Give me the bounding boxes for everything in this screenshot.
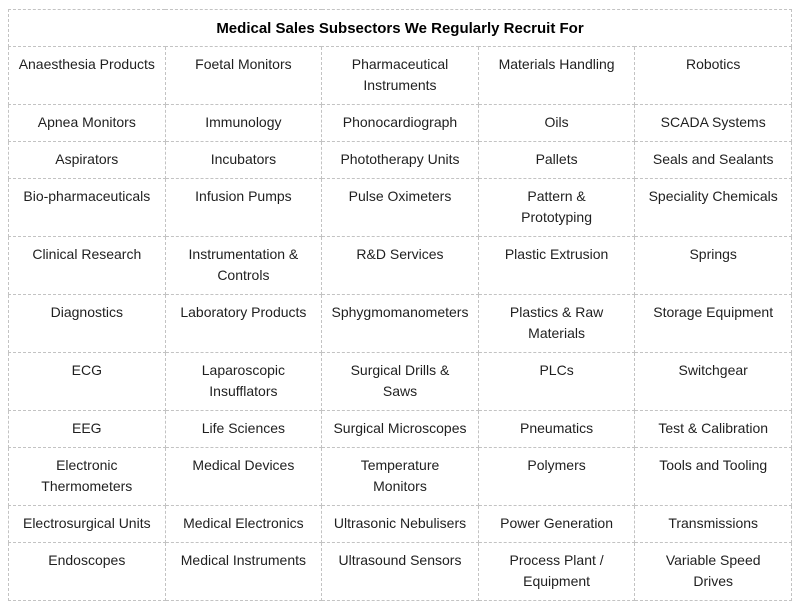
table-cell: PLCs xyxy=(477,352,636,411)
table-cell: Laparoscopic Insufflators xyxy=(164,352,323,411)
table-cell: Incubators xyxy=(164,141,323,179)
table-cell: Surgical Microscopes xyxy=(321,410,479,448)
table-cell: Electronic Thermometers xyxy=(8,447,166,506)
table-cell: Polymers xyxy=(477,447,636,506)
table-row: Electronic Thermometers Medical Devices Te… xyxy=(8,447,792,506)
table-cell: Aspirators xyxy=(8,141,166,179)
table-cell: Pharmaceutical Instruments xyxy=(321,46,479,105)
table-row: Anaesthesia Products Foetal Monitors Pharm… xyxy=(8,46,792,105)
table-cell: Infusion Pumps xyxy=(164,178,323,237)
table-row: Clinical Research Instrumentation & Contr… xyxy=(8,236,792,295)
table-cell: Pallets xyxy=(477,141,636,179)
table-cell: Tools and Tooling xyxy=(634,447,792,506)
table-cell: Bio-pharmaceuticals xyxy=(8,178,166,237)
table-cell: ECG xyxy=(8,352,166,411)
table-cell: Springs xyxy=(634,236,792,295)
table-cell: Sphygmomanometers xyxy=(321,294,479,353)
table-cell: Plastics & Raw Materials xyxy=(477,294,636,353)
table-cell: Anaesthesia Products xyxy=(8,46,166,105)
table-cell: Test & Calibration xyxy=(634,410,792,448)
table-cell: Medical Instruments xyxy=(164,542,323,601)
table-cell: Speciality Chemicals xyxy=(634,178,792,237)
table-cell: Foetal Monitors xyxy=(164,46,323,105)
table-cell: Ultrasonic Nebulisers xyxy=(321,505,479,543)
table-row: EEG Life Sciences Surgical Microscopes Pneu… xyxy=(8,410,792,448)
subsectors-table-header: Medical Sales Subsectors We Regularly Re… xyxy=(8,9,792,47)
table-cell: Process Plant / Equipment xyxy=(477,542,636,601)
table-cell: Laboratory Products xyxy=(164,294,323,353)
table-row: Endoscopes Medical Instruments Ultrasound … xyxy=(8,542,792,601)
title-row: Medical Sales Subsectors We Regularly Re… xyxy=(8,9,792,47)
table-cell: Pattern & Prototyping xyxy=(477,178,636,237)
table-cell: Apnea Monitors xyxy=(8,104,166,142)
table-cell: Life Sciences xyxy=(164,410,323,448)
table-cell: Plastic Extrusion xyxy=(477,236,636,295)
table-cell: Surgical Drills & Saws xyxy=(321,352,479,411)
table-cell: Medical Devices xyxy=(164,447,323,506)
table-cell: EEG xyxy=(8,410,166,448)
table-row: Aspirators Incubators Phototherapy Units Pa… xyxy=(8,141,792,179)
table-cell: Robotics xyxy=(634,46,792,105)
table-cell: R&D Services xyxy=(321,236,479,295)
table-cell: Oils xyxy=(477,104,636,142)
table-cell: Phototherapy Units xyxy=(321,141,479,179)
table-cell: Storage Equipment xyxy=(634,294,792,353)
table-row: Diagnostics Laboratory Products Sphygmoman… xyxy=(8,294,792,353)
table-cell: Immunology xyxy=(164,104,323,142)
table-cell: Variable Speed Drives xyxy=(634,542,792,601)
table-row: Apnea Monitors Immunology Phonocardiograph… xyxy=(8,104,792,142)
table-row: Electrosurgical Units Medical Electronics… xyxy=(8,505,792,543)
table-cell: Pulse Oximeters xyxy=(321,178,479,237)
table-cell: Power Generation xyxy=(477,505,636,543)
table-cell: Transmissions xyxy=(634,505,792,543)
table-cell: Materials Handling xyxy=(477,46,636,105)
table-cell: Switchgear xyxy=(634,352,792,411)
table-row: ECG Laparoscopic Insufflators Surgical Dri… xyxy=(8,352,792,411)
subsectors-table-body: Anaesthesia Products Foetal Monitors Pharm… xyxy=(8,46,792,601)
table-title: Medical Sales Subsectors We Regularly Re… xyxy=(8,9,792,47)
table-cell: Electrosurgical Units xyxy=(8,505,166,543)
table-cell: Instrumentation & Controls xyxy=(164,236,323,295)
table-row: Bio-pharmaceuticals Infusion Pumps Pulse O… xyxy=(8,178,792,237)
table-cell: Medical Electronics xyxy=(164,505,323,543)
table-cell: Pneumatics xyxy=(477,410,636,448)
table-cell: SCADA Systems xyxy=(634,104,792,142)
table-cell: Clinical Research xyxy=(8,236,166,295)
table-cell: Seals and Sealants xyxy=(634,141,792,179)
table-cell: Diagnostics xyxy=(8,294,166,353)
table-cell: Endoscopes xyxy=(8,542,166,601)
table-cell: Phonocardiograph xyxy=(321,104,479,142)
table-cell: Temperature Monitors xyxy=(321,447,479,506)
subsectors-table: Medical Sales Subsectors We Regularly Re… xyxy=(8,9,792,601)
table-cell: Ultrasound Sensors xyxy=(321,542,479,601)
